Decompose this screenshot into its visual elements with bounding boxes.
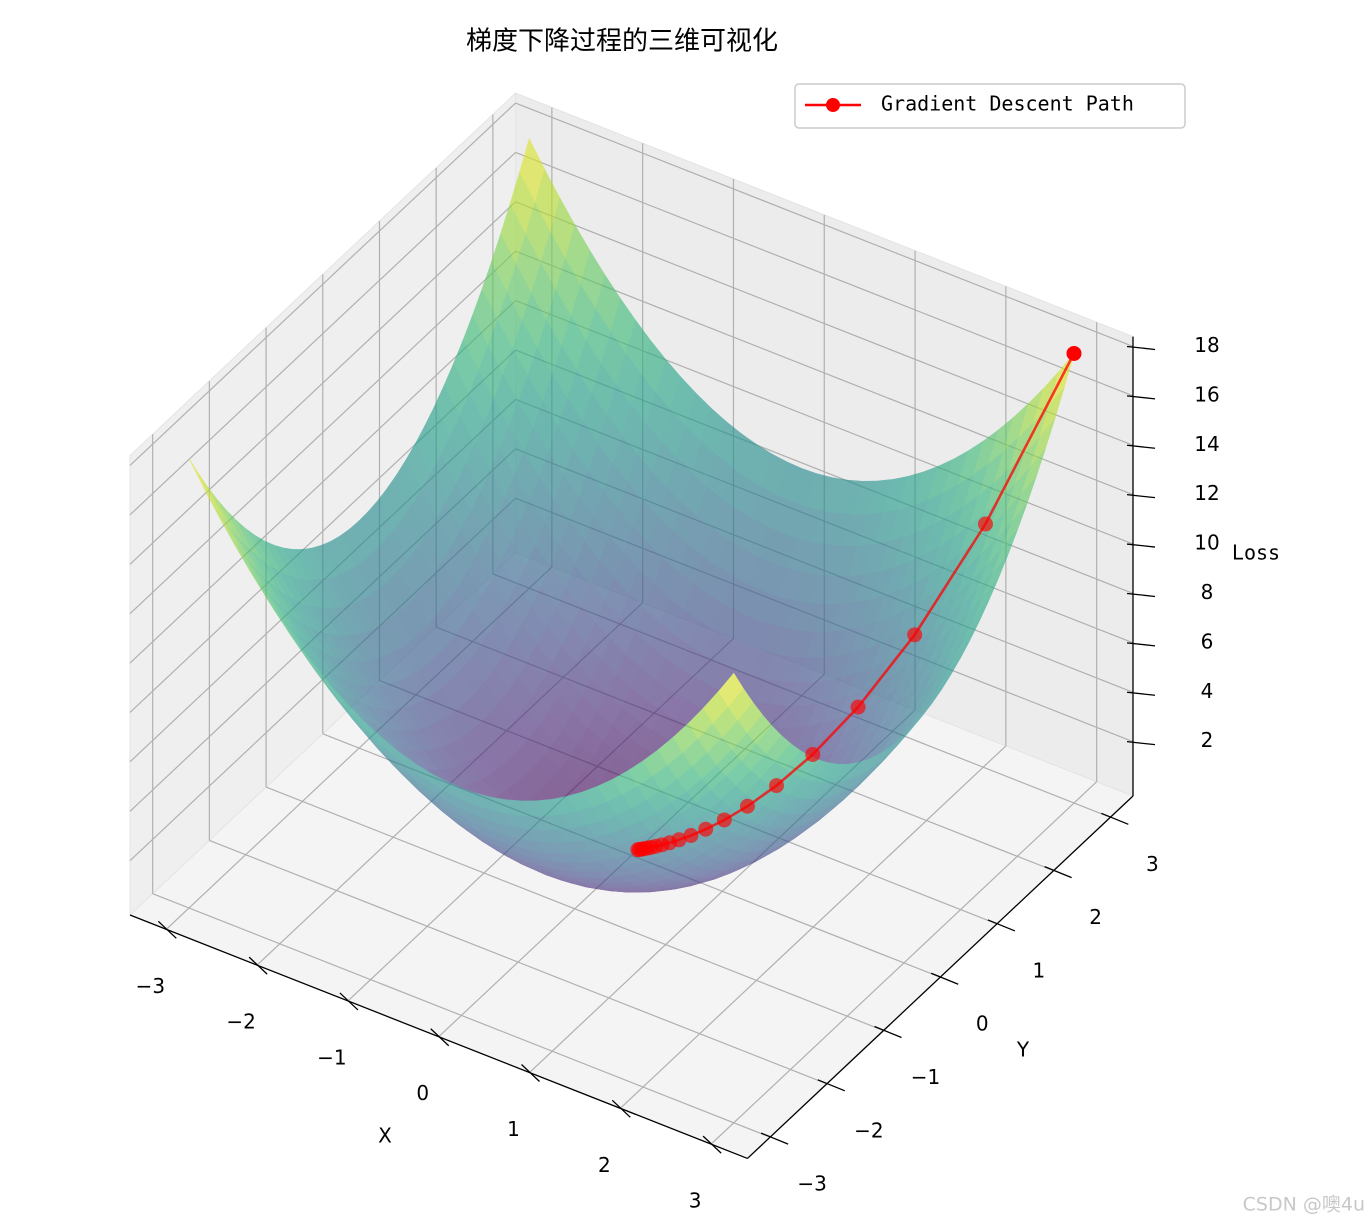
grid-line — [129, 151, 516, 516]
y-tick-label: −1 — [911, 1065, 940, 1089]
z-tick — [1126, 691, 1156, 696]
x-tick — [611, 1099, 631, 1118]
z-tick-label: 2 — [1201, 728, 1214, 752]
z-tick-label: 18 — [1194, 333, 1219, 357]
path-point — [683, 828, 699, 844]
chart-title: 梯度下降过程的三维可视化 — [466, 27, 778, 57]
x-tick-label: 1 — [507, 1117, 520, 1141]
path-point — [1066, 345, 1082, 361]
z-tick — [1126, 345, 1156, 351]
y-tick-label: −3 — [797, 1172, 826, 1196]
y-tick — [817, 1079, 846, 1092]
grid-line — [129, 300, 516, 664]
legend: Gradient Descent Path — [794, 83, 1186, 129]
z-tick — [1126, 741, 1156, 746]
watermark: CSDN @噢4u — [1243, 1194, 1365, 1216]
y-tick — [874, 1025, 902, 1039]
y-tick — [760, 1132, 789, 1145]
z-tick — [1126, 444, 1156, 449]
grid-line — [129, 250, 516, 615]
z-axis-label: Loss — [1232, 541, 1280, 565]
grid-line — [265, 786, 884, 1032]
z-tick-label: 12 — [1194, 481, 1219, 505]
path-point — [978, 516, 993, 532]
x-tick-label: −3 — [136, 974, 165, 998]
x-tick-label: 2 — [598, 1153, 611, 1177]
z-tick — [1126, 543, 1156, 548]
z-tick — [1126, 642, 1156, 647]
z-tick — [1126, 592, 1156, 598]
y-tick-label: −2 — [854, 1118, 883, 1142]
z-tick-label: 4 — [1201, 679, 1214, 703]
grid-line — [129, 201, 516, 565]
y-tick-label: 3 — [1146, 852, 1159, 876]
path-point — [698, 821, 714, 837]
legend-marker — [826, 98, 840, 112]
y-tick — [930, 972, 959, 985]
x-axis-label: X — [378, 1124, 392, 1148]
x-tick-label: −1 — [317, 1045, 346, 1069]
surface-patch — [519, 137, 545, 203]
surface — [188, 137, 1075, 893]
path-point — [739, 798, 755, 814]
path-point — [716, 812, 732, 828]
path-point — [850, 699, 866, 715]
x-tick — [702, 1135, 722, 1154]
legend-label: Gradient Descent Path — [881, 92, 1134, 116]
grid-line — [152, 893, 771, 1138]
surface-patch — [718, 672, 744, 707]
surface-patch — [188, 458, 214, 504]
y-tick-label: 1 — [1033, 958, 1046, 982]
y-tick — [987, 919, 1016, 932]
path-point — [768, 778, 784, 794]
x-tick — [157, 920, 177, 939]
x-tick-label: 0 — [416, 1081, 429, 1105]
z-tick — [1126, 494, 1156, 499]
x-tick — [339, 992, 359, 1011]
z-tick-label: 10 — [1194, 531, 1219, 555]
y-tick-label: 0 — [976, 1012, 989, 1036]
z-tick-label: 16 — [1194, 382, 1219, 406]
legend-frame — [794, 83, 1186, 129]
y-tick-label: 2 — [1089, 905, 1102, 929]
grid-line — [515, 102, 1134, 348]
x-tick — [430, 1028, 450, 1047]
path-point — [630, 842, 646, 858]
x-tick — [248, 956, 268, 975]
path-point — [907, 627, 923, 643]
z-tick-label: 14 — [1194, 432, 1219, 456]
z-tick-label: 6 — [1201, 629, 1214, 653]
grid-line — [515, 151, 1134, 397]
x-tick-label: 3 — [689, 1189, 702, 1213]
y-tick — [1044, 866, 1072, 879]
z-tick-label: 8 — [1201, 580, 1214, 604]
y-axis-label: Y — [1016, 1038, 1030, 1062]
grid-line — [209, 839, 828, 1085]
grid-line — [129, 102, 516, 466]
path-point — [805, 746, 821, 762]
y-tick — [1101, 812, 1129, 825]
x-tick-label: −2 — [226, 1010, 255, 1034]
x-tick — [521, 1064, 540, 1082]
z-tick — [1126, 395, 1156, 400]
